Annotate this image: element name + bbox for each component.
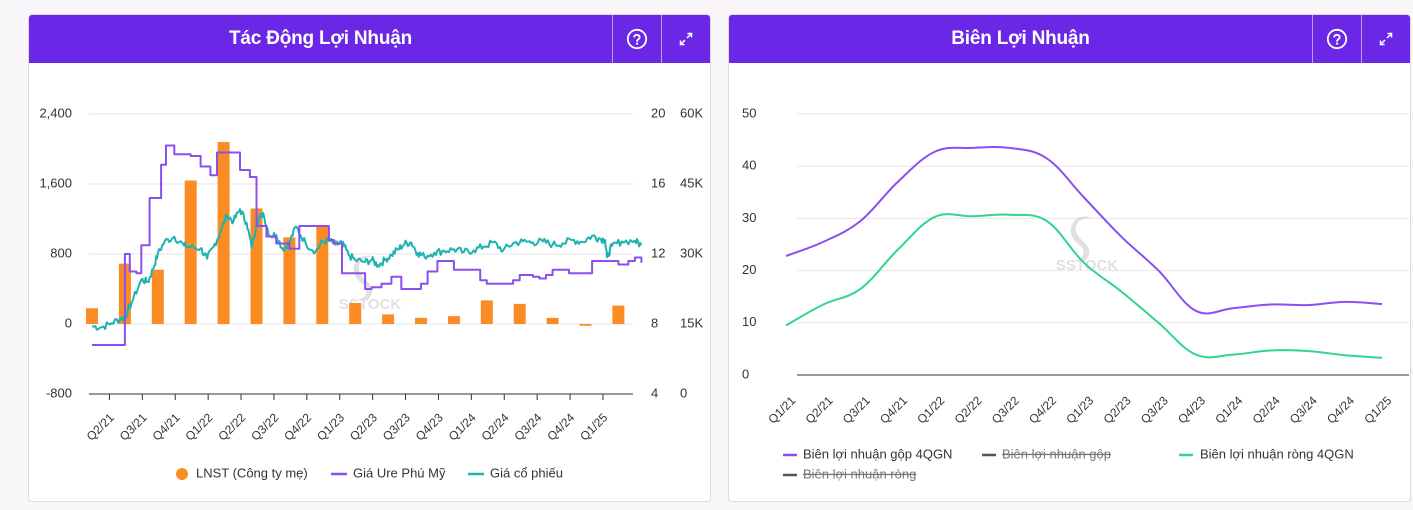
lnst-bar[interactable] [382,314,395,324]
x-tick-label: Q2/21 [803,393,836,426]
profit-impact-panel: Tác Động Lợi Nhuận 2,400 1,600 800 0 -800 20 1… [28,14,711,502]
x-tick-label: Q2/24 [1250,393,1283,426]
lnst-bar[interactable] [349,303,362,324]
ure-price-line[interactable] [92,144,643,346]
lnst-bar[interactable] [579,324,592,326]
x-tick-label: Q3/23 [380,410,413,443]
x-tick-label: Q2/22 [952,393,985,426]
x-tick-label: Q1/24 [1212,393,1245,426]
y-tick-label: 40 [742,158,756,173]
watermark-text: SSTOCK [339,296,401,313]
y-right1-tick-label: 4 [651,385,658,400]
expand-arrows-icon [1379,32,1393,46]
x-tick-label: Q2/21 [84,410,117,443]
y-right1-tick-label: 12 [651,245,665,260]
panel-title: Tác Động Lợi Nhuận [228,28,412,49]
x-tick-label: Q1/24 [446,410,479,443]
y-right1-tick-label: 8 [651,315,658,330]
y-left-tick-label: 1,600 [39,175,72,190]
question-circle-icon [1326,28,1348,50]
horse-logo-icon [1070,216,1093,262]
x-tick-label: Q1/23 [314,410,347,443]
gross-margin-4q-line[interactable] [785,145,1383,315]
help-button[interactable] [1312,15,1361,63]
profit-margin-panel: Biên Lợi Nhuận 50 40 30 20 10 0 Q1/21 Q2/21 Q3/2… [728,14,1411,502]
lnst-bar[interactable] [86,308,98,324]
lnst-bar[interactable] [546,317,559,324]
x-tick-label: Q4/21 [150,410,183,443]
net-margin-4q-line[interactable] [785,213,1383,359]
x-tick-label: Q2/24 [479,410,512,443]
x-tick-label: Q4/23 [1175,393,1208,426]
lnst-bar[interactable] [184,180,197,325]
panel-header: Biên Lợi Nhuận [729,15,1410,63]
y-left-tick-label: 2,400 [39,105,72,120]
y-right2-tick-label: 15K [680,315,703,330]
x-tick-label: Q4/24 [544,410,577,443]
x-tick-label: Q3/21 [840,393,873,426]
panel-title: Biên Lợi Nhuận [951,28,1090,49]
legend-label-gross[interactable]: Biên lợi nhuận gộp [1002,446,1111,461]
legend-label-stock[interactable]: Giá cổ phiếu [490,465,563,480]
y-tick-label: 30 [742,210,756,225]
lnst-bar[interactable] [480,300,493,324]
y-right2-tick-label: 0 [680,385,687,400]
x-tick-label: Q1/21 [765,393,798,426]
x-tick-label: Q4/24 [1324,393,1357,426]
legend-label-gross-4q[interactable]: Biên lợi nhuận gộp 4QGN [803,446,952,461]
y-right1-tick-label: 16 [651,175,665,190]
y-right2-tick-label: 45K [680,175,703,190]
y-left-tick-label: 0 [65,315,72,330]
x-tick-label: Q2/22 [215,410,248,443]
lnst-bar[interactable] [283,237,296,324]
x-tick-label: Q1/22 [914,393,947,426]
y-tick-label: 10 [742,314,756,329]
lnst-bar[interactable] [415,317,427,324]
lnst-bar[interactable] [612,305,625,324]
y-left-tick-label: 800 [50,245,72,260]
profit-impact-chart: 2,400 1,600 800 0 -800 20 16 12 8 4 60K 45K 30K 15K 0 Q… [39,105,703,480]
help-button[interactable] [612,15,661,63]
x-tick-label: Q4/22 [1026,393,1059,426]
x-tick-label: Q4/22 [281,410,314,443]
x-tick-label: Q3/24 [1287,393,1320,426]
lnst-bar[interactable] [447,316,460,324]
x-tick-label: Q4/23 [413,410,446,443]
x-tick-label: Q2/23 [347,410,380,443]
legend-label-net[interactable]: Biên lợi nhuận ròng [803,466,916,481]
x-tick-label: Q3/22 [989,393,1022,426]
y-right2-tick-label: 60K [680,105,703,120]
x-tick-label: Q3/22 [248,410,281,443]
y-tick-label: 0 [742,366,749,381]
lnst-bar[interactable] [513,303,526,324]
panel-header: Tác Động Lợi Nhuận [29,15,710,63]
y-tick-label: 50 [742,105,756,120]
y-left-tick-label: -800 [46,385,72,400]
lnst-bar[interactable] [217,142,230,324]
lnst-bar[interactable] [151,269,164,324]
x-tick-label: Q1/25 [577,410,610,443]
legend-label-lnst[interactable]: LNST (Công ty mẹ) [196,465,308,480]
x-tick-label: Q3/24 [511,410,544,443]
x-tick-label: Q1/22 [182,410,215,443]
x-tick-label: Q3/23 [1138,393,1171,426]
expand-arrows-icon [679,32,693,46]
expand-button[interactable] [1361,15,1410,63]
stock-price-line[interactable] [91,208,643,331]
x-tick-label: Q1/23 [1063,393,1096,426]
x-tick-label: Q2/23 [1101,393,1134,426]
lnst-bar[interactable] [316,225,329,324]
legend-label-net-4q[interactable]: Biên lợi nhuận ròng 4QGN [1200,446,1354,461]
legend-marker-lnst [176,468,188,480]
x-tick-label: Q1/25 [1361,393,1394,426]
x-tick-label: Q3/21 [117,410,150,443]
y-right1-tick-label: 20 [651,105,665,120]
x-tick-label: Q4/21 [877,393,910,426]
legend-label-ure[interactable]: Giá Ure Phú Mỹ [353,465,446,480]
y-tick-label: 20 [742,262,756,277]
question-circle-icon [626,28,648,50]
y-right2-tick-label: 30K [680,245,703,260]
expand-button[interactable] [661,15,710,63]
